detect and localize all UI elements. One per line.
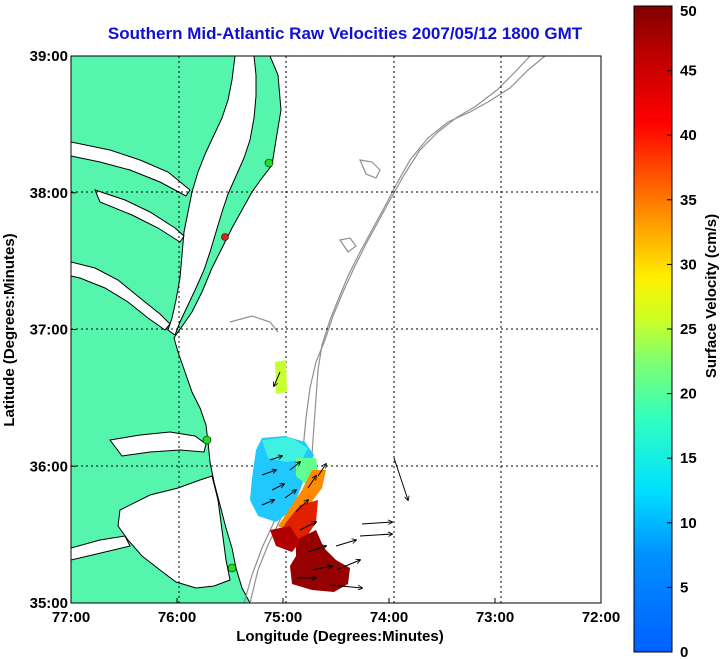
colorbar-tick-label: 50	[680, 3, 697, 20]
x-tick-label: 75:00	[264, 609, 302, 626]
station-marker-red	[221, 233, 229, 241]
velocity-vectors	[261, 371, 408, 588]
y-tick-label: 36:00	[30, 458, 68, 475]
station-marker	[227, 563, 237, 573]
colorbar-tick-label: 40	[680, 127, 697, 144]
velocity-patch-orange	[278, 470, 326, 530]
colorbar-tick-label: 0	[680, 644, 688, 659]
x-tick-label: 74:00	[370, 609, 408, 626]
hf-radar-stations	[202, 158, 274, 573]
y-tick-label: 39:00	[30, 48, 68, 65]
x-tick-label: 72:00	[582, 609, 620, 626]
velocity-patch-cyan	[262, 437, 308, 462]
velocity-patch-north	[275, 360, 287, 394]
velocity-field	[250, 360, 350, 592]
neuse-river	[71, 535, 131, 561]
colorbar-label: Surface Velocity (cm/s)	[703, 214, 720, 378]
x-tick-label: 73:00	[476, 609, 514, 626]
colorbar-tick-label: 5	[680, 579, 688, 596]
colorbar-tick-label: 35	[680, 192, 697, 209]
x-axis-label: Longitude (Degrees:Minutes)	[236, 628, 444, 645]
x-tick-label: 76:00	[158, 609, 196, 626]
colorbar-tick-label: 45	[680, 63, 697, 80]
pamlico-sound	[117, 475, 231, 589]
james-river	[71, 261, 171, 331]
station-marker	[202, 435, 212, 445]
colorbar-tick-label: 15	[680, 450, 697, 467]
albemarle-sound	[109, 431, 207, 457]
station-marker	[264, 158, 274, 168]
colorbar-ticks: 0 5 10 15 20 25 30 35 40 45 50	[667, 3, 697, 659]
y-tick-label: 37:00	[30, 322, 68, 339]
colorbar-tick-label: 20	[680, 386, 697, 403]
colorbar-tick-label: 30	[680, 256, 697, 273]
grid-lines	[71, 56, 601, 603]
y-axis-ticks: 39:00 38:00 37:00 36:00 35:00	[30, 48, 76, 612]
map-title: Southern Mid-Atlantic Raw Velocities 200…	[108, 24, 583, 43]
colorbar-tick-label: 25	[680, 321, 697, 338]
rappahannock-river	[94, 189, 185, 243]
velocity-patch-darkred	[290, 530, 350, 592]
x-axis-ticks: 77:00 76:00 75:00 74:00 73:00 72:00	[52, 598, 620, 626]
y-axis-label: Latitude (Degrees:Minutes)	[1, 233, 18, 426]
velocity-patch-darkred-2	[270, 526, 300, 552]
y-tick-label: 35:00	[30, 595, 68, 612]
potomac-river	[71, 141, 191, 197]
colorbar	[633, 5, 673, 653]
colorbar-tick-label: 10	[680, 515, 697, 532]
y-tick-label: 38:00	[30, 185, 68, 202]
x-tick-label: 77:00	[52, 609, 90, 626]
